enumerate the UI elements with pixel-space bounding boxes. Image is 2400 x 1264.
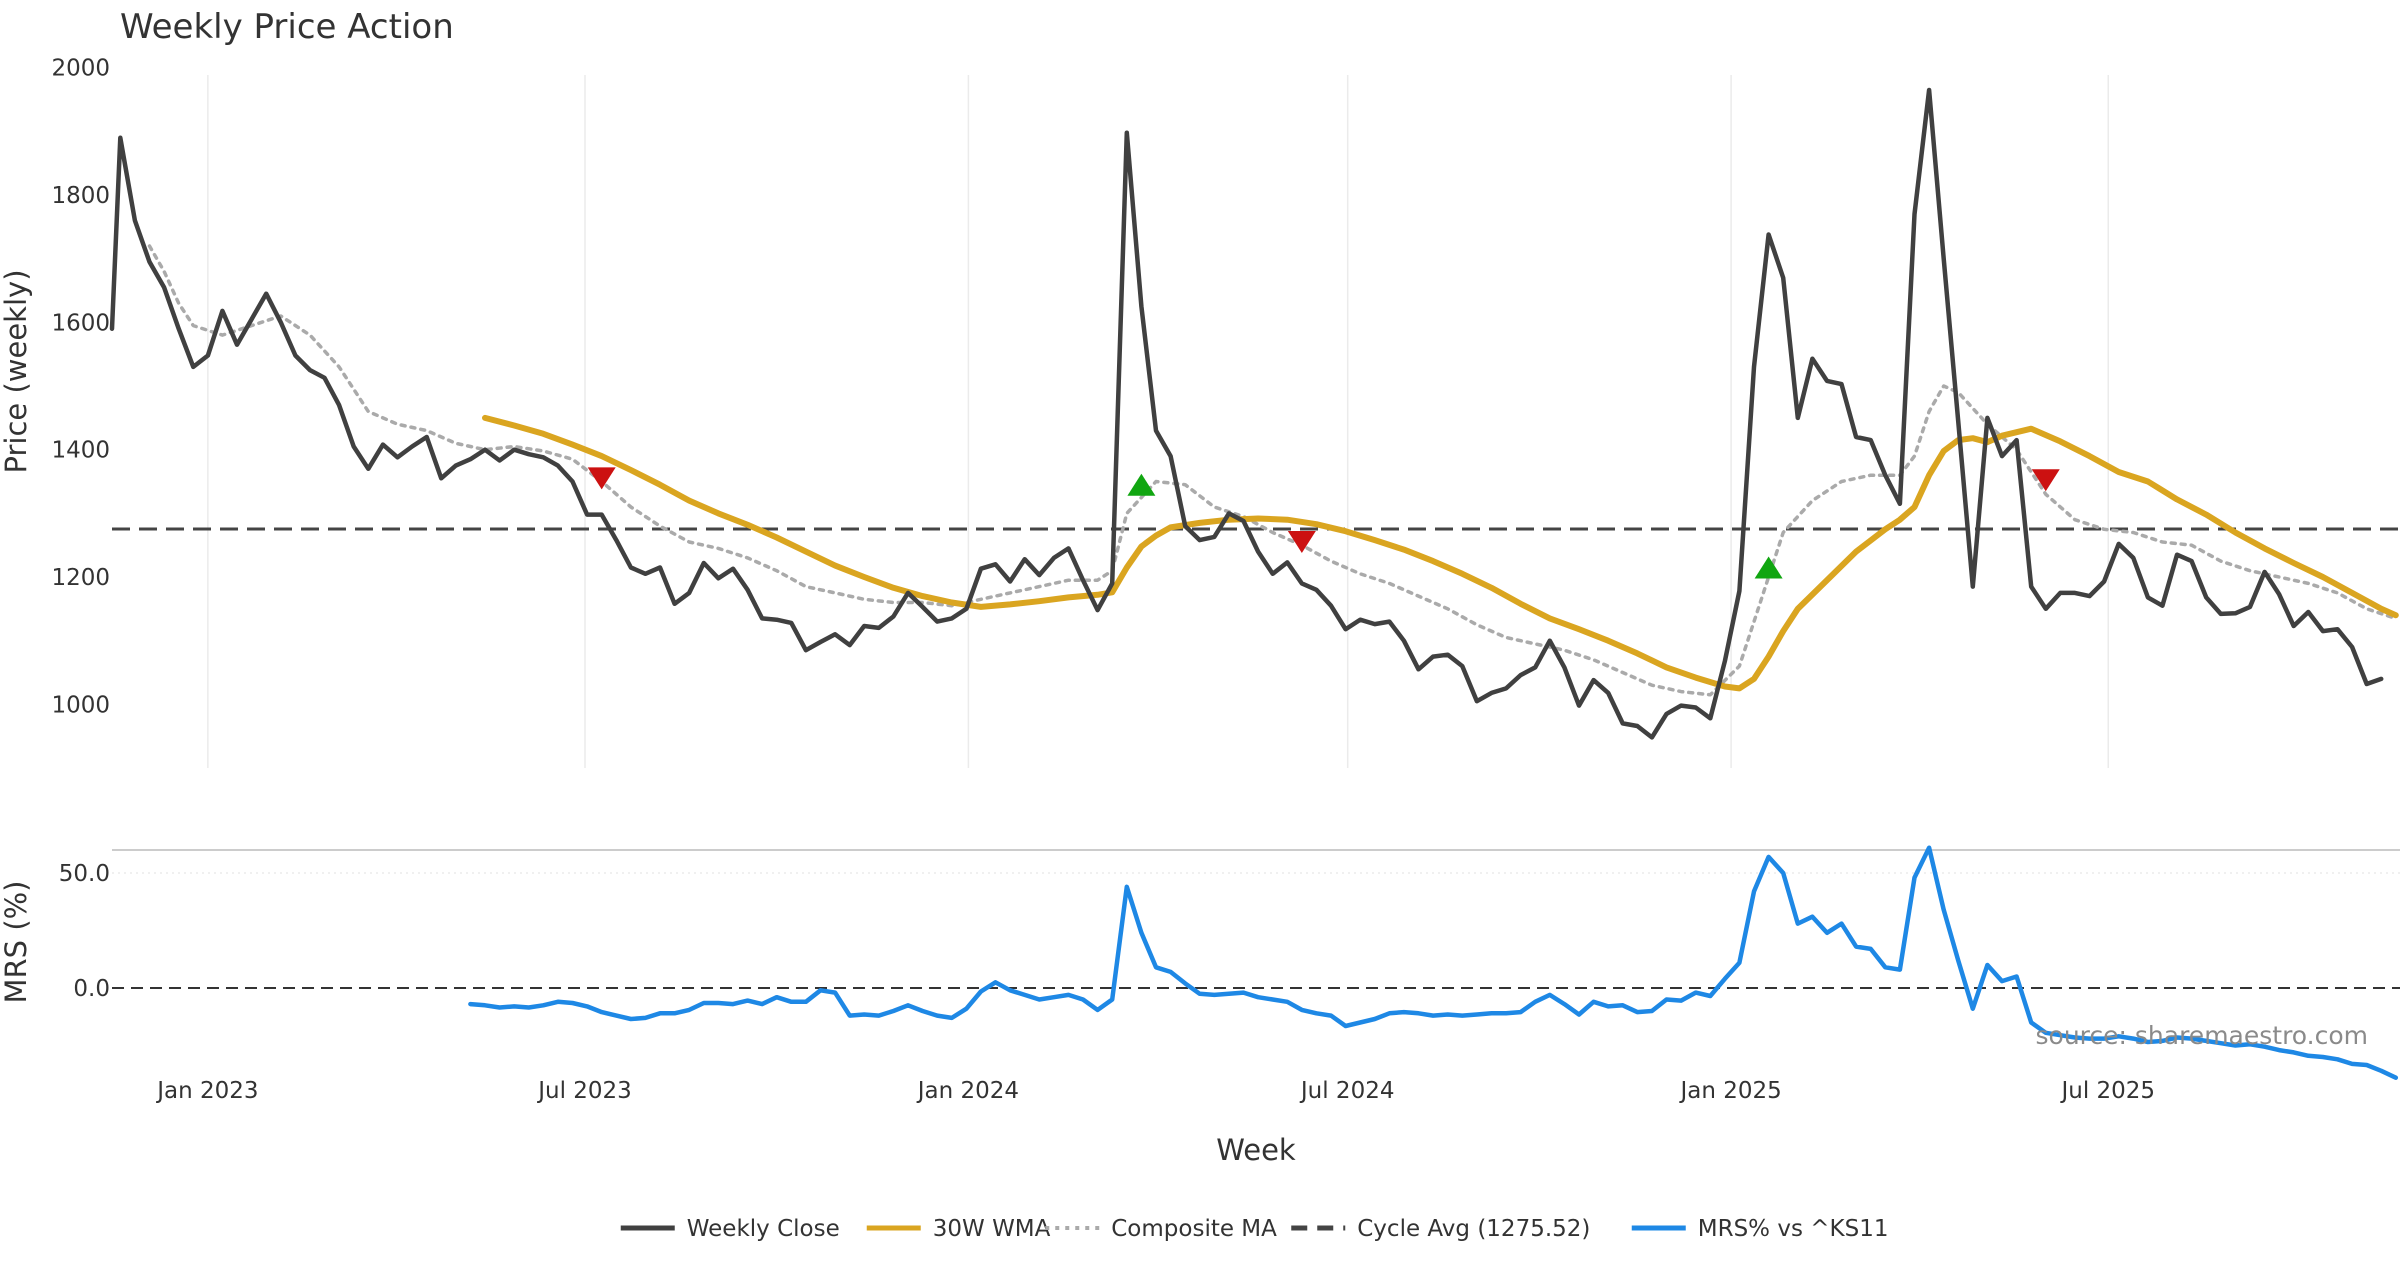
sell-signal-marker — [1287, 531, 1316, 554]
x-tick-label: Jan 2024 — [916, 1078, 1019, 1104]
y-tick-label: 1000 — [51, 692, 110, 718]
legend-label-close: Weekly Close — [687, 1216, 840, 1242]
buy-signal-marker — [1754, 556, 1783, 579]
y-tick-label: 1600 — [51, 310, 110, 336]
wma-30w-line — [482, 414, 2399, 692]
x-tick-label: Jul 2024 — [1299, 1078, 1395, 1104]
mrs-y-tick-label: 0.0 — [73, 976, 110, 1002]
mrs-panel — [112, 845, 2400, 1080]
x-tick-label: Jan 2025 — [1678, 1078, 1781, 1104]
legend: Weekly Close 30W WMA Composite MA Cycle Avg… — [620, 1216, 1889, 1242]
x-tick-label: Jul 2025 — [2059, 1078, 2155, 1104]
legend-label-wma: 30W WMA — [933, 1216, 1051, 1242]
x-axis-label: Week — [1216, 1133, 1296, 1167]
buy-signal-marker — [1127, 473, 1156, 496]
y-tick-label: 2000 — [51, 56, 110, 82]
y-tick-label: 1400 — [51, 438, 110, 464]
source-annotation: source: sharemaestro.com — [2036, 1021, 2369, 1050]
axes: Weekly Price Action 1000 1200 1400 1600 1800 2… — [0, 7, 2368, 1167]
price-panel — [109, 87, 2400, 740]
mrs-y-axis-label: MRS (%) — [0, 881, 33, 1004]
y-axis-label: Price (weekly) — [0, 269, 33, 473]
mrs-line — [468, 845, 2399, 1080]
sell-signal-marker — [587, 467, 616, 490]
y-tick-label: 1800 — [51, 183, 110, 209]
y-tick-label: 1200 — [51, 565, 110, 591]
legend-label-composite: Composite MA — [1111, 1216, 1277, 1242]
sell-signal-marker — [2031, 469, 2060, 492]
legend-label-mrs: MRS% vs ^KS11 — [1698, 1216, 1889, 1242]
gridlines — [112, 75, 2400, 874]
legend-label-cycle: Cycle Avg (1275.52) — [1357, 1216, 1590, 1242]
weekly-close-line — [109, 87, 2384, 740]
x-tick-label: Jan 2023 — [155, 1078, 258, 1104]
mrs-y-tick-label: 50.0 — [59, 861, 110, 887]
chart-title: Weekly Price Action — [120, 7, 454, 47]
x-tick-label: Jul 2023 — [536, 1078, 632, 1104]
composite-ma-line — [147, 244, 2398, 697]
